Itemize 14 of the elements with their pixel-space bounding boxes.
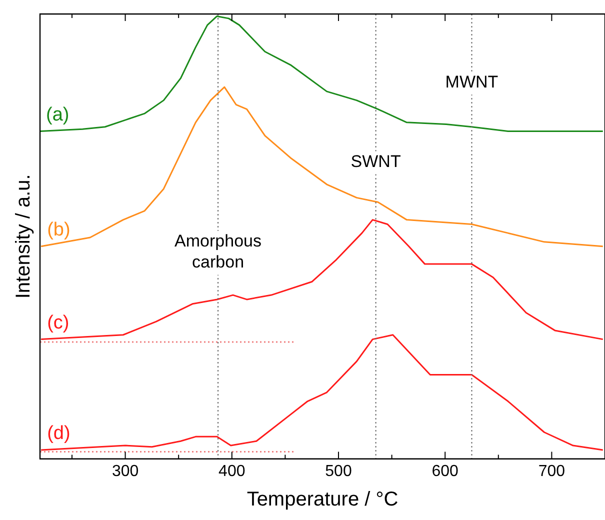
annotation: SWNT: [350, 152, 401, 171]
x-tick-label: 700: [538, 462, 566, 480]
x-tick-label: 500: [325, 462, 352, 480]
y-axis-title: Intensity / a.u.: [12, 174, 35, 299]
x-tick-label: 300: [112, 462, 139, 480]
annotation: Amorphous carbon: [174, 232, 262, 272]
series-label: (a): [46, 104, 70, 126]
annotation: MWNT: [445, 72, 498, 92]
series-label: (d): [47, 423, 70, 444]
x-axis-title: Temperature / °C: [246, 488, 398, 511]
x-tick-label: 400: [218, 462, 246, 480]
series-label: (b): [47, 220, 70, 241]
x-tick-label: 600: [432, 462, 459, 480]
series-label: (c): [47, 312, 70, 334]
